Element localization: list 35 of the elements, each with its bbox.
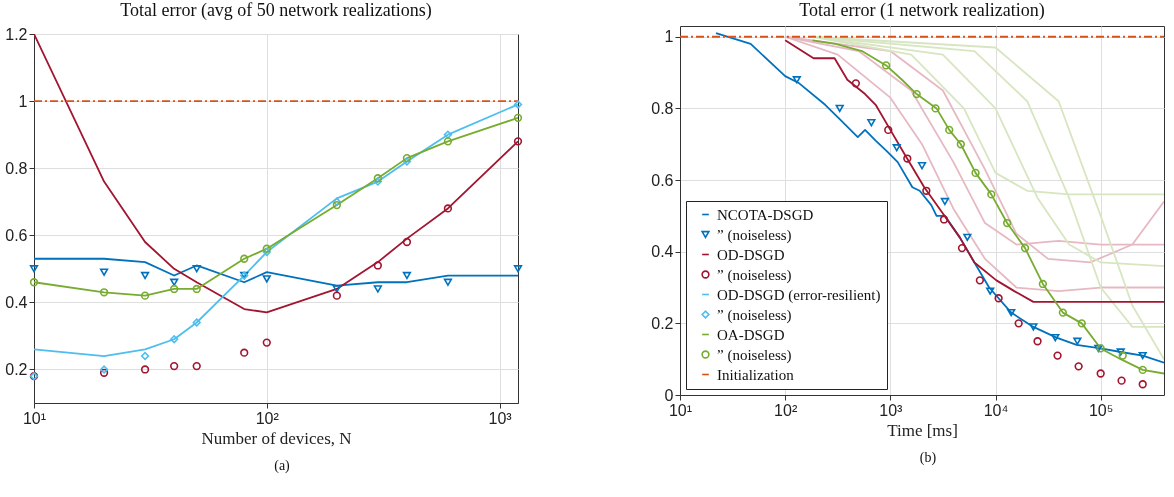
legend-label: ” (noiseless) [717,346,792,364]
x-axis-title: Number of devices, N [201,428,352,448]
legend-label: NCOTA-DSGD [717,206,814,223]
legend-label: OD-DSGD [717,246,785,263]
x-tick-label: 10² [774,401,798,419]
legend-label: OD-DSGD (error-resilient) [717,286,881,304]
x-tick-label: 10³ [488,409,513,427]
y-tick-label: 0.6 [651,171,674,189]
x-tick-label: 10¹ [668,401,693,419]
x-tick-label: 10¹ [22,409,47,427]
text: (b) [918,450,938,466]
x-axis-title: Time [ms] [887,420,958,440]
legend-label: ” (noiseless) [717,266,792,284]
chart-title: Total error (1 network realization) [799,0,1045,21]
y-tick-label: 1 [18,92,28,110]
x-tick-label: 10² [255,409,280,427]
y-tick-label: 0.2 [5,360,28,378]
x-tick-label: 10³ [879,401,904,419]
x-tick-label: 10⁴ [983,401,1009,419]
y-tick-label: 0 [664,386,674,404]
y-tick-label: 0.4 [5,293,28,311]
y-tick-label: 1.2 [5,25,28,43]
y-tick-label: 0.2 [651,314,674,332]
y-tick-label: 0.4 [651,243,674,261]
legend-label: ” (noiseless) [717,306,792,324]
legend-label: OA-DSGD [717,326,785,343]
legend-label: Initialization [717,366,795,383]
y-tick-label: 0.6 [5,226,28,244]
y-tick-label: 0.8 [5,159,28,177]
y-tick-label: 1 [664,28,674,46]
legend-label: ” (noiseless) [717,226,792,244]
text: (a) [273,458,291,474]
chart-title: Total error (avg of 50 network realizations) [120,0,432,21]
y-tick-label: 0.8 [651,99,674,117]
x-tick-label: 10⁵ [1088,401,1114,419]
